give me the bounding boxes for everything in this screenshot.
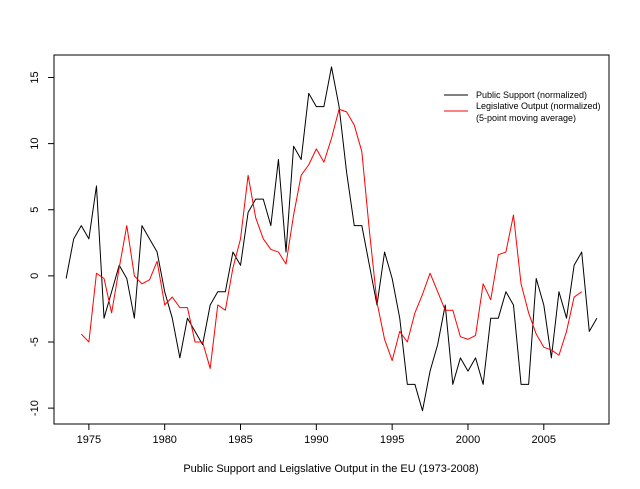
series-line-legislative-output [80, 108, 582, 369]
y-tick-label: -10 [29, 400, 41, 416]
series-layer [65, 66, 598, 412]
legend-label-legislative-output-line2: (5-point moving average) [476, 113, 576, 123]
y-tick-label: 15 [29, 71, 41, 83]
x-axis-label: Public Support and Leigslative Output in… [183, 463, 478, 475]
legend: Public Support (normalized) Legislative … [444, 90, 601, 123]
x-tick-label: 1995 [380, 434, 404, 446]
x-tick-label: 2005 [532, 434, 556, 446]
x-tick-label: 1985 [228, 434, 252, 446]
x-tick-label: 1990 [304, 434, 328, 446]
legend-label-legislative-output: Legislative Output (normalized) [476, 101, 601, 111]
y-tick-label: 5 [29, 207, 41, 213]
y-tick-label: -5 [29, 337, 41, 347]
x-tick-label: 1980 [152, 434, 176, 446]
series-line-public-support [65, 66, 598, 412]
y-axis: -10 -5 0 5 10 15 [29, 71, 55, 416]
y-tick-label: 0 [29, 273, 41, 279]
x-tick-label: 1975 [77, 434, 101, 446]
legend-label-public-support: Public Support (normalized) [476, 90, 587, 100]
x-tick-label: 2000 [456, 434, 480, 446]
y-tick-label: 10 [29, 137, 41, 149]
x-axis: 1975 1980 1985 1990 1995 2000 2005 [77, 423, 556, 446]
